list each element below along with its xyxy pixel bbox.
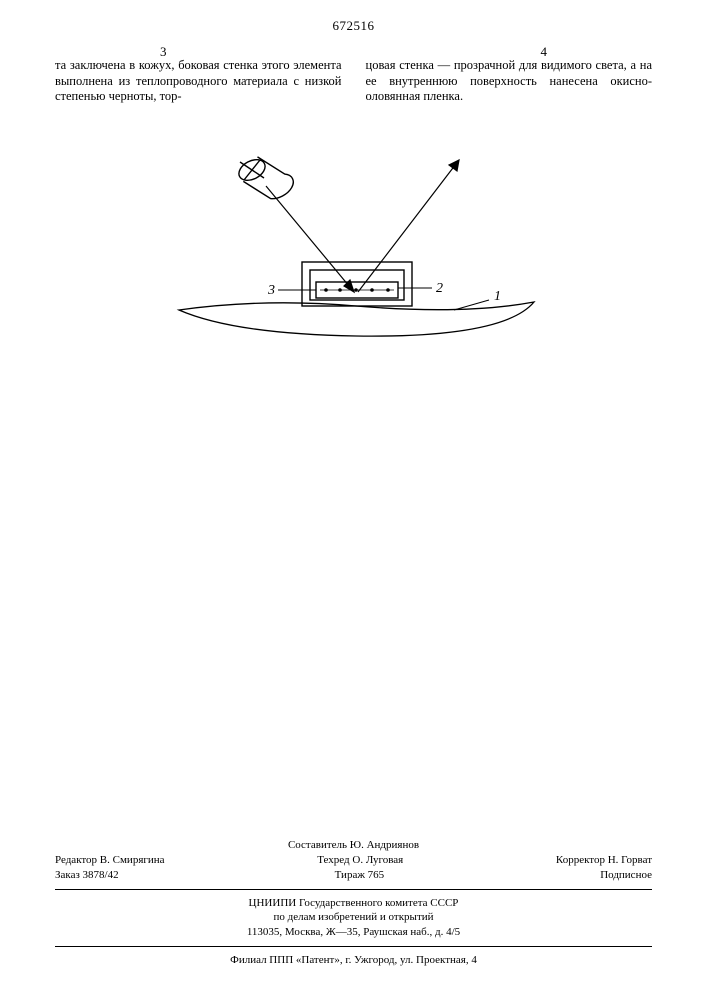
- label-2: 2: [436, 281, 443, 296]
- housing: [302, 262, 412, 306]
- label-3: 3: [267, 283, 275, 298]
- body-column-left: та заключена в кожух, боковая стенка это…: [55, 58, 342, 105]
- org-2: по делам изобретений и открытий: [55, 910, 652, 925]
- substrate: [179, 302, 534, 336]
- order: Заказ 3878/42: [55, 868, 119, 883]
- body-column-right: цовая стенка — прозрачной для видимого с…: [366, 58, 653, 105]
- tirazh: Тираж 765: [335, 868, 385, 883]
- colophon: Составитель Ю. Андриянов Редактор В. Сми…: [55, 838, 652, 968]
- figure-wrap: 3 2 1: [0, 140, 707, 375]
- org-1: ЦНИИПИ Государственного комитета СССР: [55, 896, 652, 911]
- document-number: 672516: [0, 18, 707, 34]
- techred: Техред О. Луговая: [317, 853, 403, 868]
- divider: [55, 889, 652, 890]
- label-1: 1: [494, 289, 501, 304]
- source-icon: [235, 147, 297, 209]
- figure-diagram: 3 2 1: [144, 140, 564, 370]
- element-dots: [320, 288, 394, 292]
- body-text: та заключена в кожух, боковая стенка это…: [55, 58, 652, 105]
- compiler: Составитель Ю. Андриянов: [55, 838, 652, 853]
- ray-reflected: [358, 160, 459, 292]
- corrector: Корректор Н. Горват: [556, 853, 652, 868]
- addr-1: 113035, Москва, Ж—35, Раушская наб., д. …: [55, 925, 652, 940]
- editor: Редактор В. Смирягина: [55, 853, 165, 868]
- divider-2: [55, 946, 652, 947]
- page: 672516 3 4 та заключена в кожух, боковая…: [0, 0, 707, 1000]
- subscr: Подписное: [600, 868, 652, 883]
- addr-2: Филиал ППП «Патент», г. Ужгород, ул. Про…: [55, 953, 652, 968]
